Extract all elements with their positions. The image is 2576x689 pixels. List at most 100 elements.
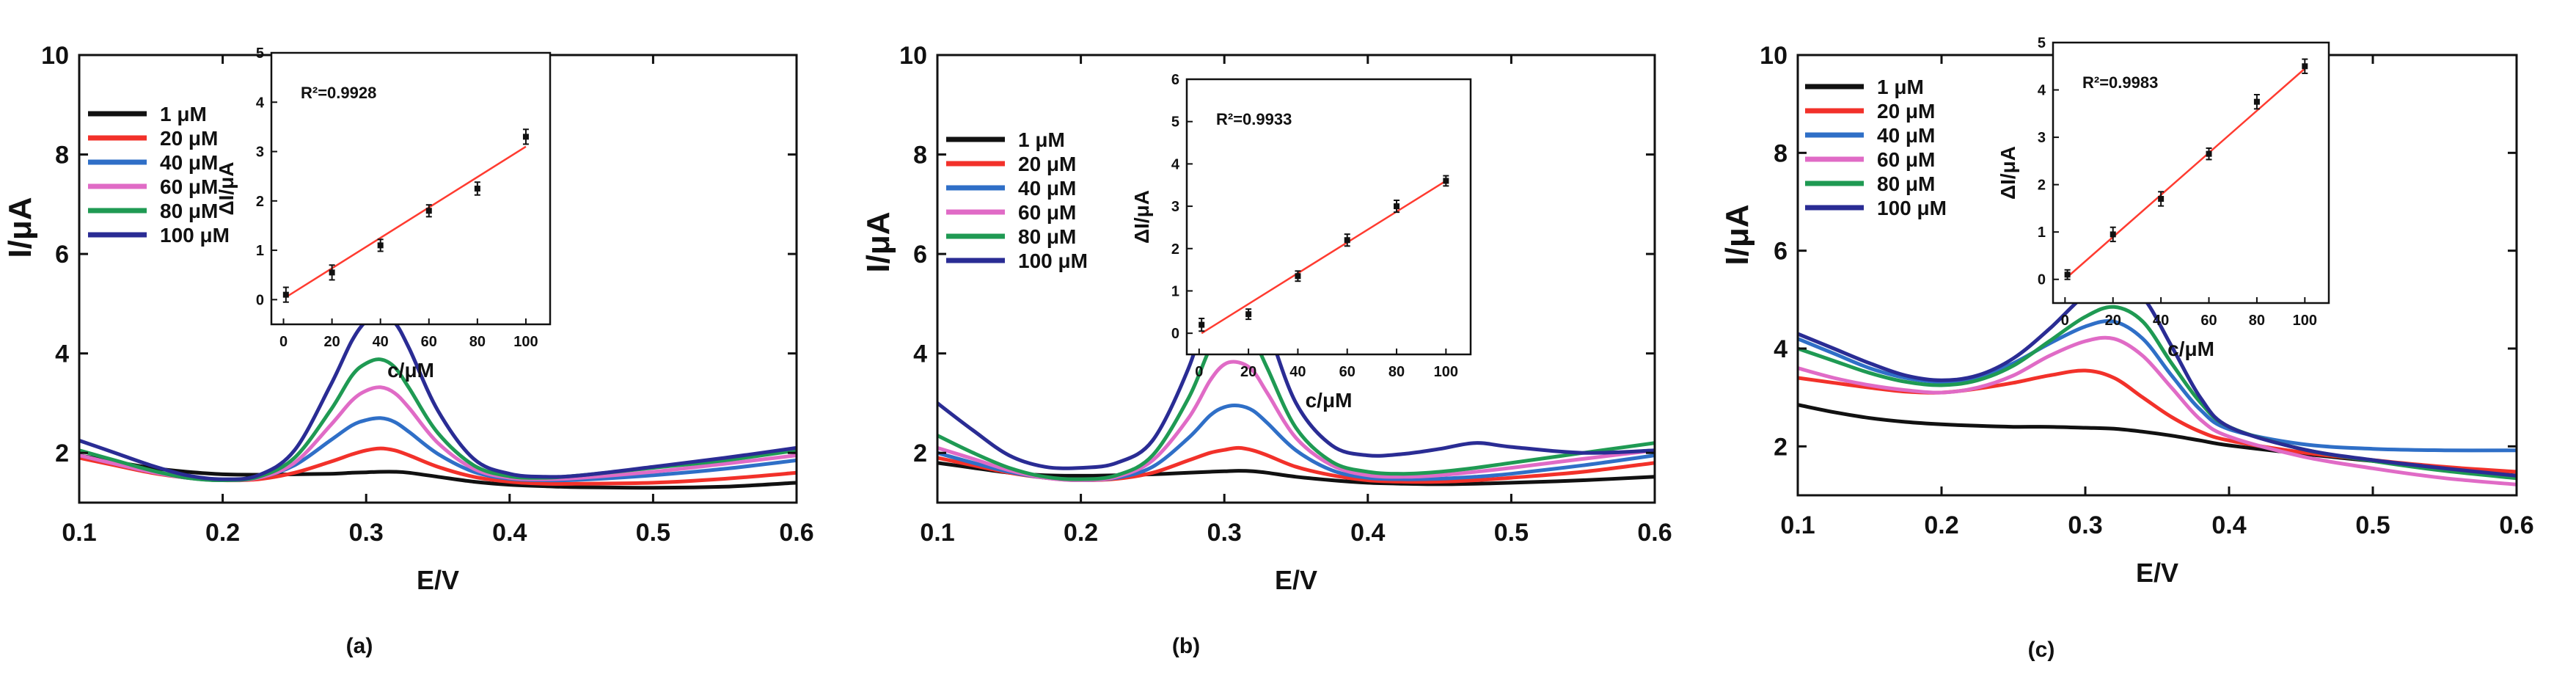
legend-label: 20 μM [1018, 153, 1076, 175]
x-tick-label: 0.2 [1924, 511, 1958, 539]
legend-label: 40 μM [1877, 124, 1935, 147]
y-tick-label: 2 [55, 440, 69, 467]
inset-x-tick-label: 0 [2061, 313, 2069, 329]
inset-data-point [1199, 321, 1205, 328]
x-tick-label: 0.3 [1207, 519, 1242, 547]
y-tick-label: 10 [1760, 42, 1788, 70]
inset-data-point [2253, 98, 2260, 105]
inset-y-tick-label: 5 [256, 45, 264, 62]
inset-r-squared: R²=0.9933 [1216, 110, 1292, 128]
x-tick-label: 0.6 [1637, 519, 1672, 547]
series-group [937, 269, 1655, 486]
legend-label: 60 μM [1018, 201, 1076, 224]
inset-y-tick-label: 6 [1171, 72, 1179, 88]
inset-x-tick-label: 40 [1289, 364, 1306, 380]
inset-y-tick-label: 5 [2038, 35, 2046, 51]
inset-y-axis-title: ΔI/μA [1997, 146, 2019, 200]
x-tick-label: 0.1 [62, 519, 96, 547]
plot-frame [936, 54, 1656, 504]
y-tick-label: 10 [899, 42, 927, 70]
x-tick-label: 0.2 [205, 519, 240, 547]
legend-label: 100 μM [1018, 249, 1088, 272]
inset-x-tick-label: 60 [1339, 364, 1355, 380]
inset-x-tick-label: 20 [1240, 364, 1256, 380]
x-axis-title: E/V [1275, 565, 1317, 595]
inset-y-tick-label: 5 [1171, 114, 1179, 131]
x-tick-label: 0.1 [920, 519, 954, 547]
inset-x-tick-label: 60 [2200, 313, 2217, 329]
y-tick-label: 4 [1774, 335, 1788, 363]
legend-label: 60 μM [160, 175, 218, 198]
series-line-1uM [79, 453, 797, 490]
x-tick-label: 0.4 [492, 519, 527, 547]
inset-y-axis-title: ΔI/μA [215, 161, 238, 215]
legend-label: 20 μM [160, 127, 218, 150]
inset-y-tick-label: 0 [2038, 272, 2046, 288]
y-axis-title: I/μA [860, 211, 896, 272]
inset-data-point [1295, 273, 1301, 280]
x-tick-label: 0.5 [636, 519, 670, 547]
inset-y-tick-label: 4 [1171, 156, 1180, 172]
y-tick-label: 8 [913, 142, 927, 169]
inset-data-point [2302, 63, 2308, 70]
series-group [79, 311, 797, 490]
panel-label: (a) [346, 634, 373, 658]
inset-x-axis-title: c/μM [2167, 338, 2214, 360]
series-line-40uM [1798, 319, 2517, 453]
inset-x-tick-label: 40 [373, 334, 389, 350]
inset-frame [1185, 78, 1472, 356]
series-group [1798, 278, 2517, 486]
inset-x-tick-label: 60 [421, 334, 437, 350]
inset-y-tick-label: 4 [2038, 83, 2046, 99]
series-line-40uM [937, 403, 1655, 482]
x-tick-label: 0.1 [1780, 511, 1815, 539]
inset-fit-line [285, 145, 527, 299]
legend-label: 1 μM [1018, 128, 1065, 151]
inset-data-point [329, 269, 335, 276]
inset-data-point [1344, 237, 1350, 244]
legend-label: 40 μM [160, 151, 218, 174]
x-tick-label: 0.5 [2355, 511, 2390, 539]
inset-x-tick-label: 20 [2105, 313, 2121, 329]
inset-data-point [2158, 196, 2165, 202]
inset-x-tick-label: 80 [2249, 313, 2265, 329]
inset-data-point [2110, 231, 2116, 238]
inset-y-axis-title: ΔI/μA [1130, 190, 1153, 244]
y-tick-label: 4 [913, 340, 927, 368]
series-line-1uM [937, 461, 1655, 486]
x-tick-label: 0.6 [2499, 511, 2533, 539]
y-axis-title: I/μA [2, 197, 38, 258]
inset-x-tick-label: 20 [323, 334, 340, 350]
legend-label: 80 μM [1877, 172, 1935, 195]
inset-x-axis-title: c/μM [1306, 389, 1353, 412]
inset-data-point [282, 291, 289, 298]
y-tick-label: 8 [1774, 139, 1788, 167]
y-tick-label: 2 [1774, 433, 1788, 461]
x-tick-label: 0.4 [1350, 519, 1385, 547]
x-tick-label: 0.3 [349, 519, 384, 547]
inset-x-tick-label: 40 [2153, 313, 2169, 329]
y-tick-label: 6 [1774, 238, 1788, 266]
inset-y-tick-label: 3 [1171, 199, 1179, 215]
inset-data-point [377, 242, 384, 249]
inset-y-tick-label: 2 [256, 194, 264, 210]
x-tick-label: 0.6 [779, 519, 813, 547]
inset-fit-line [2066, 68, 2306, 278]
inset-y-tick-label: 1 [2038, 225, 2046, 241]
inset-data-point [2064, 271, 2071, 278]
inset-x-axis-title: c/μM [387, 359, 434, 382]
x-tick-label: 0.3 [2068, 511, 2102, 539]
legend-label: 100 μM [160, 224, 230, 247]
y-tick-label: 6 [55, 241, 69, 269]
panel-label: (b) [1172, 634, 1200, 658]
inset-y-tick-label: 3 [2038, 130, 2046, 146]
x-axis-title: E/V [417, 565, 459, 595]
inset-x-tick-label: 80 [1388, 364, 1405, 380]
x-tick-label: 0.5 [1494, 519, 1529, 547]
legend-label: 100 μM [1877, 197, 1947, 219]
series-line-60uM [1798, 335, 2517, 486]
x-tick-label: 0.4 [2211, 511, 2246, 539]
